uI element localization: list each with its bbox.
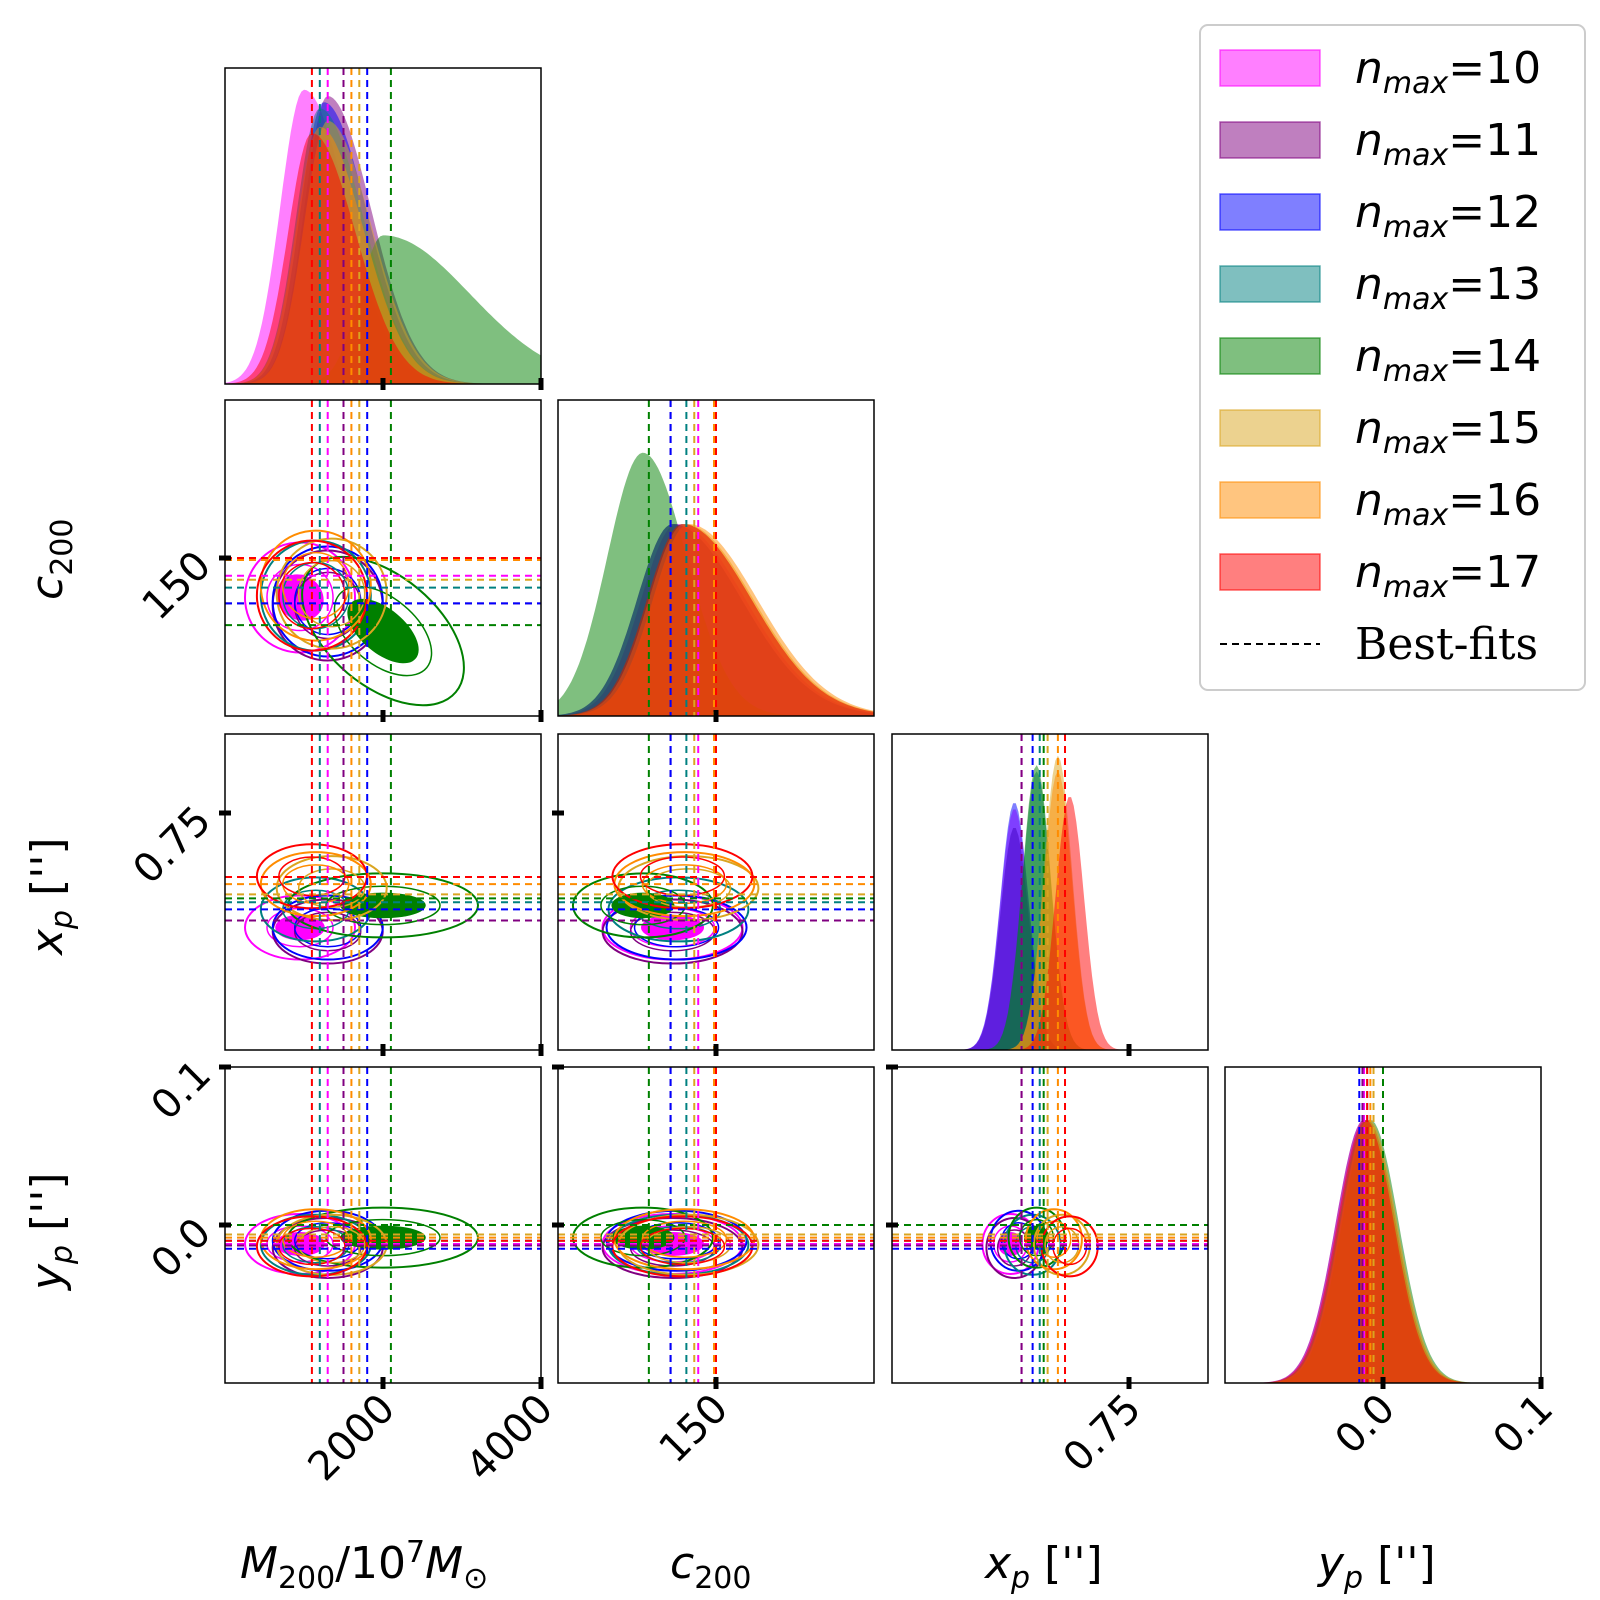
x-tick-label-yp: 0.1 xyxy=(1485,1386,1563,1464)
legend-swatch-nmax=13 xyxy=(1219,265,1321,303)
panel-M200-c200 xyxy=(224,399,542,717)
contour-inner-c200-yp-nmax=17 xyxy=(639,1227,726,1266)
legend-label-nmax=11: nmax=11 xyxy=(1355,115,1541,173)
legend-swatch-nmax=17 xyxy=(1219,553,1321,591)
contour-outer-M200-yp-nmax=16 xyxy=(259,1208,372,1271)
contour-outer-M200-xp-nmax=15 xyxy=(275,855,388,922)
y-tick-label-c200: 150 xyxy=(134,543,221,630)
contour-outer-M200-c200-nmax=17 xyxy=(255,539,368,652)
x-axis-label-xp: xp [''] xyxy=(983,1538,1103,1596)
legend-swatch-nmax=16 xyxy=(1219,481,1321,519)
panel-c200-yp xyxy=(557,1066,875,1384)
contour-inner-c200-yp-nmax=16 xyxy=(641,1220,728,1258)
hist-xp-nmax=17 xyxy=(892,797,1208,1050)
legend-frame xyxy=(1199,24,1586,691)
panel-M200-xp xyxy=(224,733,542,1051)
legend: nmax=10 nmax=11 nmax=12 nmax=13 nmax=14 nmax=… xyxy=(1199,24,1586,691)
hist-xp-nmax=16 xyxy=(892,771,1208,1050)
panel-yp-yp xyxy=(1224,1066,1542,1384)
legend-label-nmax=15: nmax=15 xyxy=(1355,403,1541,461)
x-axis-label-yp: yp [''] xyxy=(1316,1538,1436,1596)
x-tick-label-M200: 4000 xyxy=(458,1386,563,1491)
contour-inner-c200-xp-nmax=17 xyxy=(639,856,726,897)
panel-c200-c200 xyxy=(557,399,875,717)
panel-xp-yp xyxy=(891,1066,1209,1384)
contour-inner-M200-c200-nmax=14 xyxy=(333,585,433,677)
x-axis-label-c200: c200 xyxy=(670,1538,751,1596)
legend-swatch-nmax=14 xyxy=(1219,337,1321,375)
y-tick-label-xp: 0.75 xyxy=(125,798,221,894)
panel-frame xyxy=(224,733,542,1051)
contour-inner-M200-c200-nmax=17 xyxy=(278,561,346,630)
contour-inner-M200-xp-nmax=15 xyxy=(297,868,366,909)
panel-xp-xp xyxy=(891,733,1209,1051)
legend-swatch-nmax=12 xyxy=(1219,193,1321,231)
x-tick-label-M200: 2000 xyxy=(300,1386,405,1491)
x-tick-label-xp: 0.75 xyxy=(1055,1386,1151,1482)
legend-label-nmax=16: nmax=16 xyxy=(1355,475,1541,533)
panel-frame xyxy=(891,733,1209,1051)
legend-label-nmax=10: nmax=10 xyxy=(1355,43,1541,101)
x-axis-label-m200: M200/107M⊙ xyxy=(240,1535,488,1596)
y-tick-label-yp: 0.0 xyxy=(143,1210,221,1288)
contour-inner-M200-xp-nmax=14 xyxy=(325,885,441,926)
legend-label-nmax=14: nmax=14 xyxy=(1355,331,1541,389)
contour-inner-M200-c200-nmax=13 xyxy=(282,561,350,630)
y-axis-label-yp: yp [''] xyxy=(22,1172,80,1292)
legend-label-nmax=17: nmax=17 xyxy=(1355,547,1541,605)
contour-outer-xp-yp-nmax=16 xyxy=(1024,1208,1083,1271)
legend-label-best-fits: Best-fits xyxy=(1355,619,1538,670)
legend-label-nmax=12: nmax=12 xyxy=(1355,187,1541,245)
x-tick-label-c200: 150 xyxy=(651,1386,738,1473)
legend-swatch-nmax=11 xyxy=(1219,121,1321,159)
y-axis-label-xp: xp [''] xyxy=(22,837,80,957)
y-axis-label-c200: c200 xyxy=(22,519,80,600)
contour-outer-M200-c200-nmax=16 xyxy=(259,529,372,642)
y-tick-label-yp: 0.1 xyxy=(143,1052,221,1130)
contour-fill-M200-c200-nmax=14 xyxy=(347,598,419,664)
legend-swatch-nmax=15 xyxy=(1219,409,1321,447)
contour-outer-M200-c200-nmax=14 xyxy=(301,555,465,707)
legend-swatch-nmax=10 xyxy=(1219,49,1321,87)
x-tick-label-yp: 0.0 xyxy=(1327,1386,1405,1464)
contour-inner-M200-yp-nmax=16 xyxy=(282,1220,350,1258)
panel-M200-yp xyxy=(224,1066,542,1384)
panel-c200-xp xyxy=(557,733,875,1051)
panel-M200-M200 xyxy=(224,67,542,385)
legend-label-nmax=13: nmax=13 xyxy=(1355,259,1541,317)
hist-M200-nmax=17 xyxy=(225,133,541,384)
panels-layer xyxy=(224,67,1542,1384)
